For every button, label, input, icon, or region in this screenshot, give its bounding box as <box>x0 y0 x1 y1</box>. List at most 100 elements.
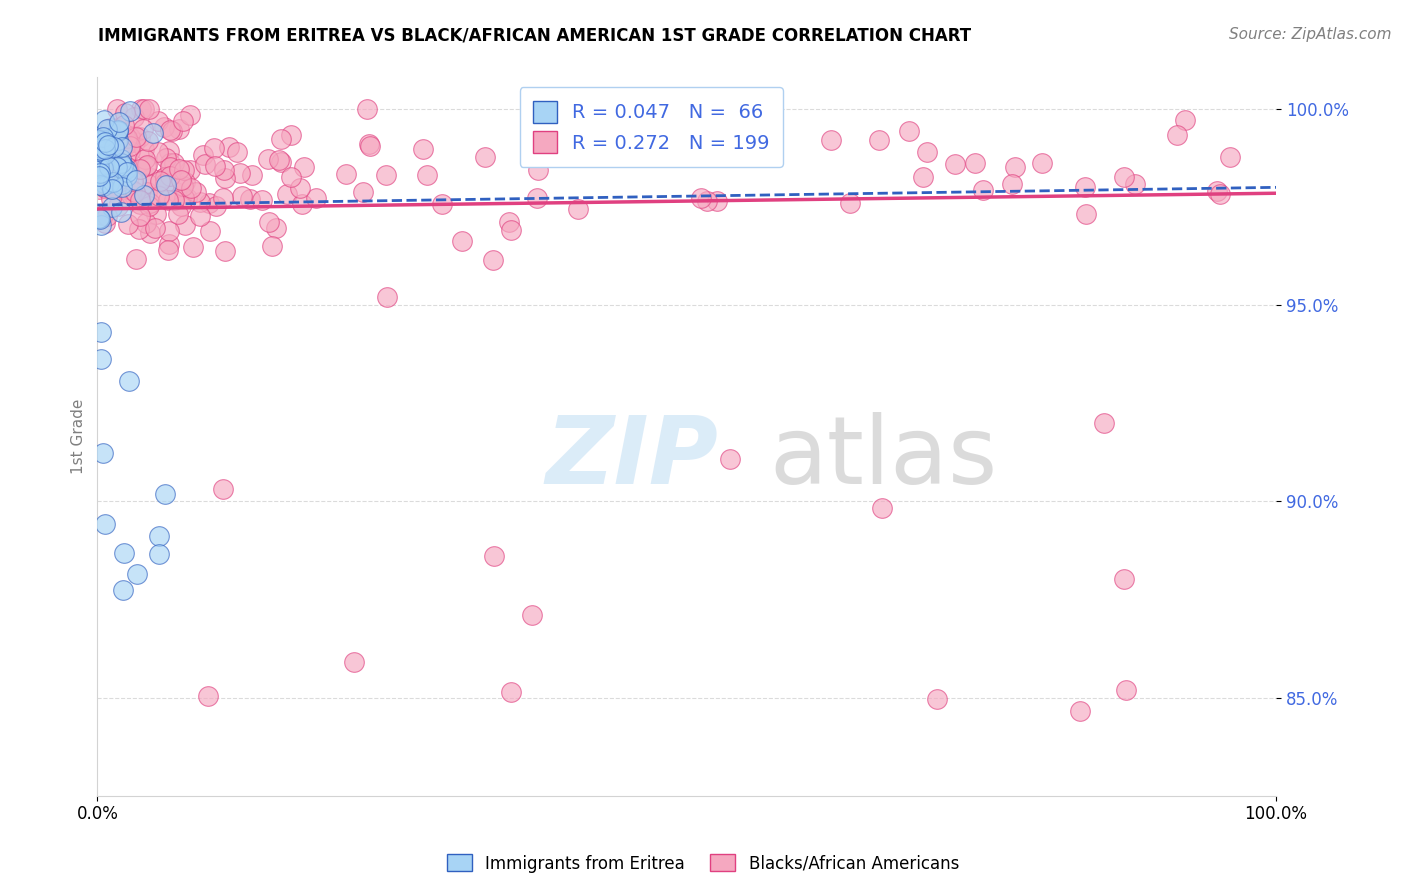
Point <box>280 128 302 143</box>
Point <box>93 112 115 127</box>
Point <box>211 191 233 205</box>
Point <box>98 168 121 182</box>
Point <box>188 194 211 209</box>
Point <box>1166 128 1188 142</box>
Point <box>115 161 138 176</box>
Text: Source: ZipAtlas.com: Source: ZipAtlas.com <box>1229 27 1392 42</box>
Point <box>276 187 298 202</box>
Point <box>335 167 357 181</box>
Point <box>110 140 132 154</box>
Point <box>87 181 110 195</box>
Point <box>104 169 127 183</box>
Point <box>173 191 195 205</box>
Point <box>231 189 253 203</box>
Point <box>1209 186 1232 201</box>
Point <box>153 177 176 191</box>
Point <box>97 136 120 150</box>
Point <box>167 207 190 221</box>
Point <box>143 221 166 235</box>
Point <box>94 143 117 157</box>
Point <box>239 192 262 206</box>
Point <box>127 191 149 205</box>
Point <box>172 114 194 128</box>
Point <box>359 139 381 153</box>
Point <box>96 121 118 136</box>
Point <box>90 143 112 157</box>
Point <box>139 195 162 210</box>
Point <box>176 191 198 205</box>
Point <box>412 142 434 156</box>
Point <box>1115 682 1137 697</box>
Point <box>90 172 112 186</box>
Point <box>352 185 374 199</box>
Point <box>696 194 718 208</box>
Point <box>129 193 152 207</box>
Point <box>280 170 302 185</box>
Point <box>118 129 141 144</box>
Point <box>117 218 139 232</box>
Point <box>94 135 117 149</box>
Point <box>148 547 170 561</box>
Point <box>132 142 155 156</box>
Point <box>157 144 180 158</box>
Point <box>91 157 114 171</box>
Point <box>129 210 152 224</box>
Point <box>94 147 117 161</box>
Point <box>146 145 169 159</box>
Point <box>135 217 157 231</box>
Text: IMMIGRANTS FROM ERITREA VS BLACK/AFRICAN AMERICAN 1ST GRADE CORRELATION CHART: IMMIGRANTS FROM ERITREA VS BLACK/AFRICAN… <box>98 27 972 45</box>
Point <box>107 132 129 146</box>
Point <box>153 120 176 135</box>
Point <box>257 152 280 166</box>
Point <box>205 199 228 213</box>
Point <box>159 160 181 174</box>
Point <box>159 156 181 170</box>
Point <box>1219 150 1241 164</box>
Point <box>100 181 122 195</box>
Point <box>870 500 893 515</box>
Point <box>1069 704 1091 718</box>
Point <box>288 181 311 195</box>
Point <box>132 102 155 116</box>
Point <box>198 195 221 210</box>
Point <box>1031 156 1053 170</box>
Point <box>100 153 122 167</box>
Point <box>260 239 283 253</box>
Point <box>125 567 148 582</box>
Point <box>972 183 994 197</box>
Point <box>101 179 124 194</box>
Point <box>107 124 129 138</box>
Point <box>125 173 148 187</box>
Point <box>98 123 121 137</box>
Point <box>124 185 146 199</box>
Point <box>204 159 226 173</box>
Point <box>128 222 150 236</box>
Point <box>911 170 934 185</box>
Point <box>114 106 136 120</box>
Text: ZIP: ZIP <box>546 412 718 504</box>
Point <box>451 235 474 249</box>
Point <box>165 185 187 199</box>
Point <box>1074 207 1097 221</box>
Point <box>91 130 114 145</box>
Point <box>105 161 128 175</box>
Point <box>270 155 292 169</box>
Point <box>527 163 550 178</box>
Point <box>225 145 247 160</box>
Point <box>117 136 139 151</box>
Point <box>89 212 111 227</box>
Point <box>135 185 157 199</box>
Point <box>520 607 543 622</box>
Point <box>689 191 711 205</box>
Point <box>134 152 156 166</box>
Point <box>474 150 496 164</box>
Point <box>155 169 177 184</box>
Point <box>838 195 860 210</box>
Point <box>218 140 240 154</box>
Point <box>89 166 111 180</box>
Point <box>482 549 505 563</box>
Point <box>121 183 143 197</box>
Point <box>212 482 235 496</box>
Point <box>121 174 143 188</box>
Point <box>118 103 141 118</box>
